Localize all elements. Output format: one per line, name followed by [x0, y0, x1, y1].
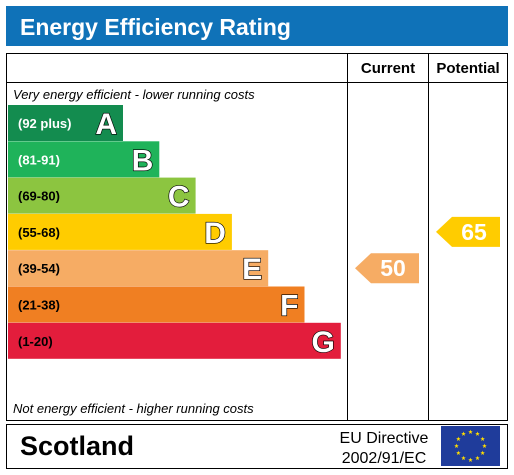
- band-b-range: (81-91): [18, 152, 60, 167]
- potential-rating-arrow: [436, 216, 500, 247]
- potential-column-header: Potential: [436, 60, 499, 77]
- eu-star-icon: [461, 455, 466, 461]
- inefficient-note: Not energy efficient - higher running co…: [13, 401, 254, 416]
- band-g-bar: [8, 322, 341, 359]
- eu-star-icon: [480, 450, 485, 455]
- band-a-range: (92 plus): [18, 116, 71, 131]
- band-g-letter: G: [311, 326, 334, 359]
- country-label: Scotland: [20, 431, 134, 461]
- eu-star-icon: [482, 443, 487, 448]
- band-a-bar: [8, 105, 123, 141]
- footer-frame: [6, 424, 508, 469]
- eu-star-icon: [480, 436, 485, 441]
- eu-flag-icon: [441, 426, 500, 466]
- current-column-header: Current: [361, 60, 415, 77]
- title-bar: Energy Efficiency Rating: [6, 6, 508, 46]
- band-d-range: (55-68): [18, 225, 60, 240]
- eu-star-icon: [475, 455, 480, 461]
- band-b-bar: [8, 141, 160, 178]
- rating-bands: (92 plus) A (81-91) B (69-80) C (55-68) D (39-54…: [8, 105, 341, 359]
- current-rating-value: 50: [380, 255, 406, 281]
- eu-star-icon: [475, 431, 480, 436]
- rating-indicators: 50 65: [355, 216, 500, 284]
- band-e-range: (39-54): [18, 261, 60, 276]
- band-g-range: (1-20): [18, 334, 53, 349]
- band-c-range: (69-80): [18, 189, 60, 204]
- band-e-bar: [8, 250, 269, 287]
- band-b-letter: B: [132, 144, 154, 177]
- eu-star-icon: [456, 436, 461, 441]
- directive-line-1: EU Directive: [340, 430, 429, 447]
- current-rating-arrow: [355, 253, 419, 284]
- directive-line-2: 2002/91/EC: [342, 450, 427, 467]
- band-e-letter: E: [242, 253, 262, 286]
- page-title: Energy Efficiency Rating: [20, 14, 291, 40]
- potential-rating-value: 65: [461, 219, 487, 245]
- eu-star-icon: [468, 429, 473, 434]
- eu-star-icon: [456, 450, 461, 455]
- band-a-letter: A: [95, 108, 117, 141]
- efficient-note: Very energy efficient - lower running co…: [13, 87, 255, 102]
- eu-star-icon: [461, 431, 466, 436]
- band-c-bar: [8, 177, 196, 214]
- eu-star-icon: [454, 443, 459, 448]
- band-d-bar: [8, 213, 232, 250]
- band-f-range: (21-38): [18, 298, 60, 313]
- band-f-bar: [8, 286, 305, 323]
- band-f-letter: F: [280, 290, 298, 323]
- eu-star-icon: [468, 457, 473, 462]
- band-c-letter: C: [168, 181, 190, 214]
- band-d-letter: D: [204, 217, 226, 250]
- chart-frame: [6, 53, 508, 421]
